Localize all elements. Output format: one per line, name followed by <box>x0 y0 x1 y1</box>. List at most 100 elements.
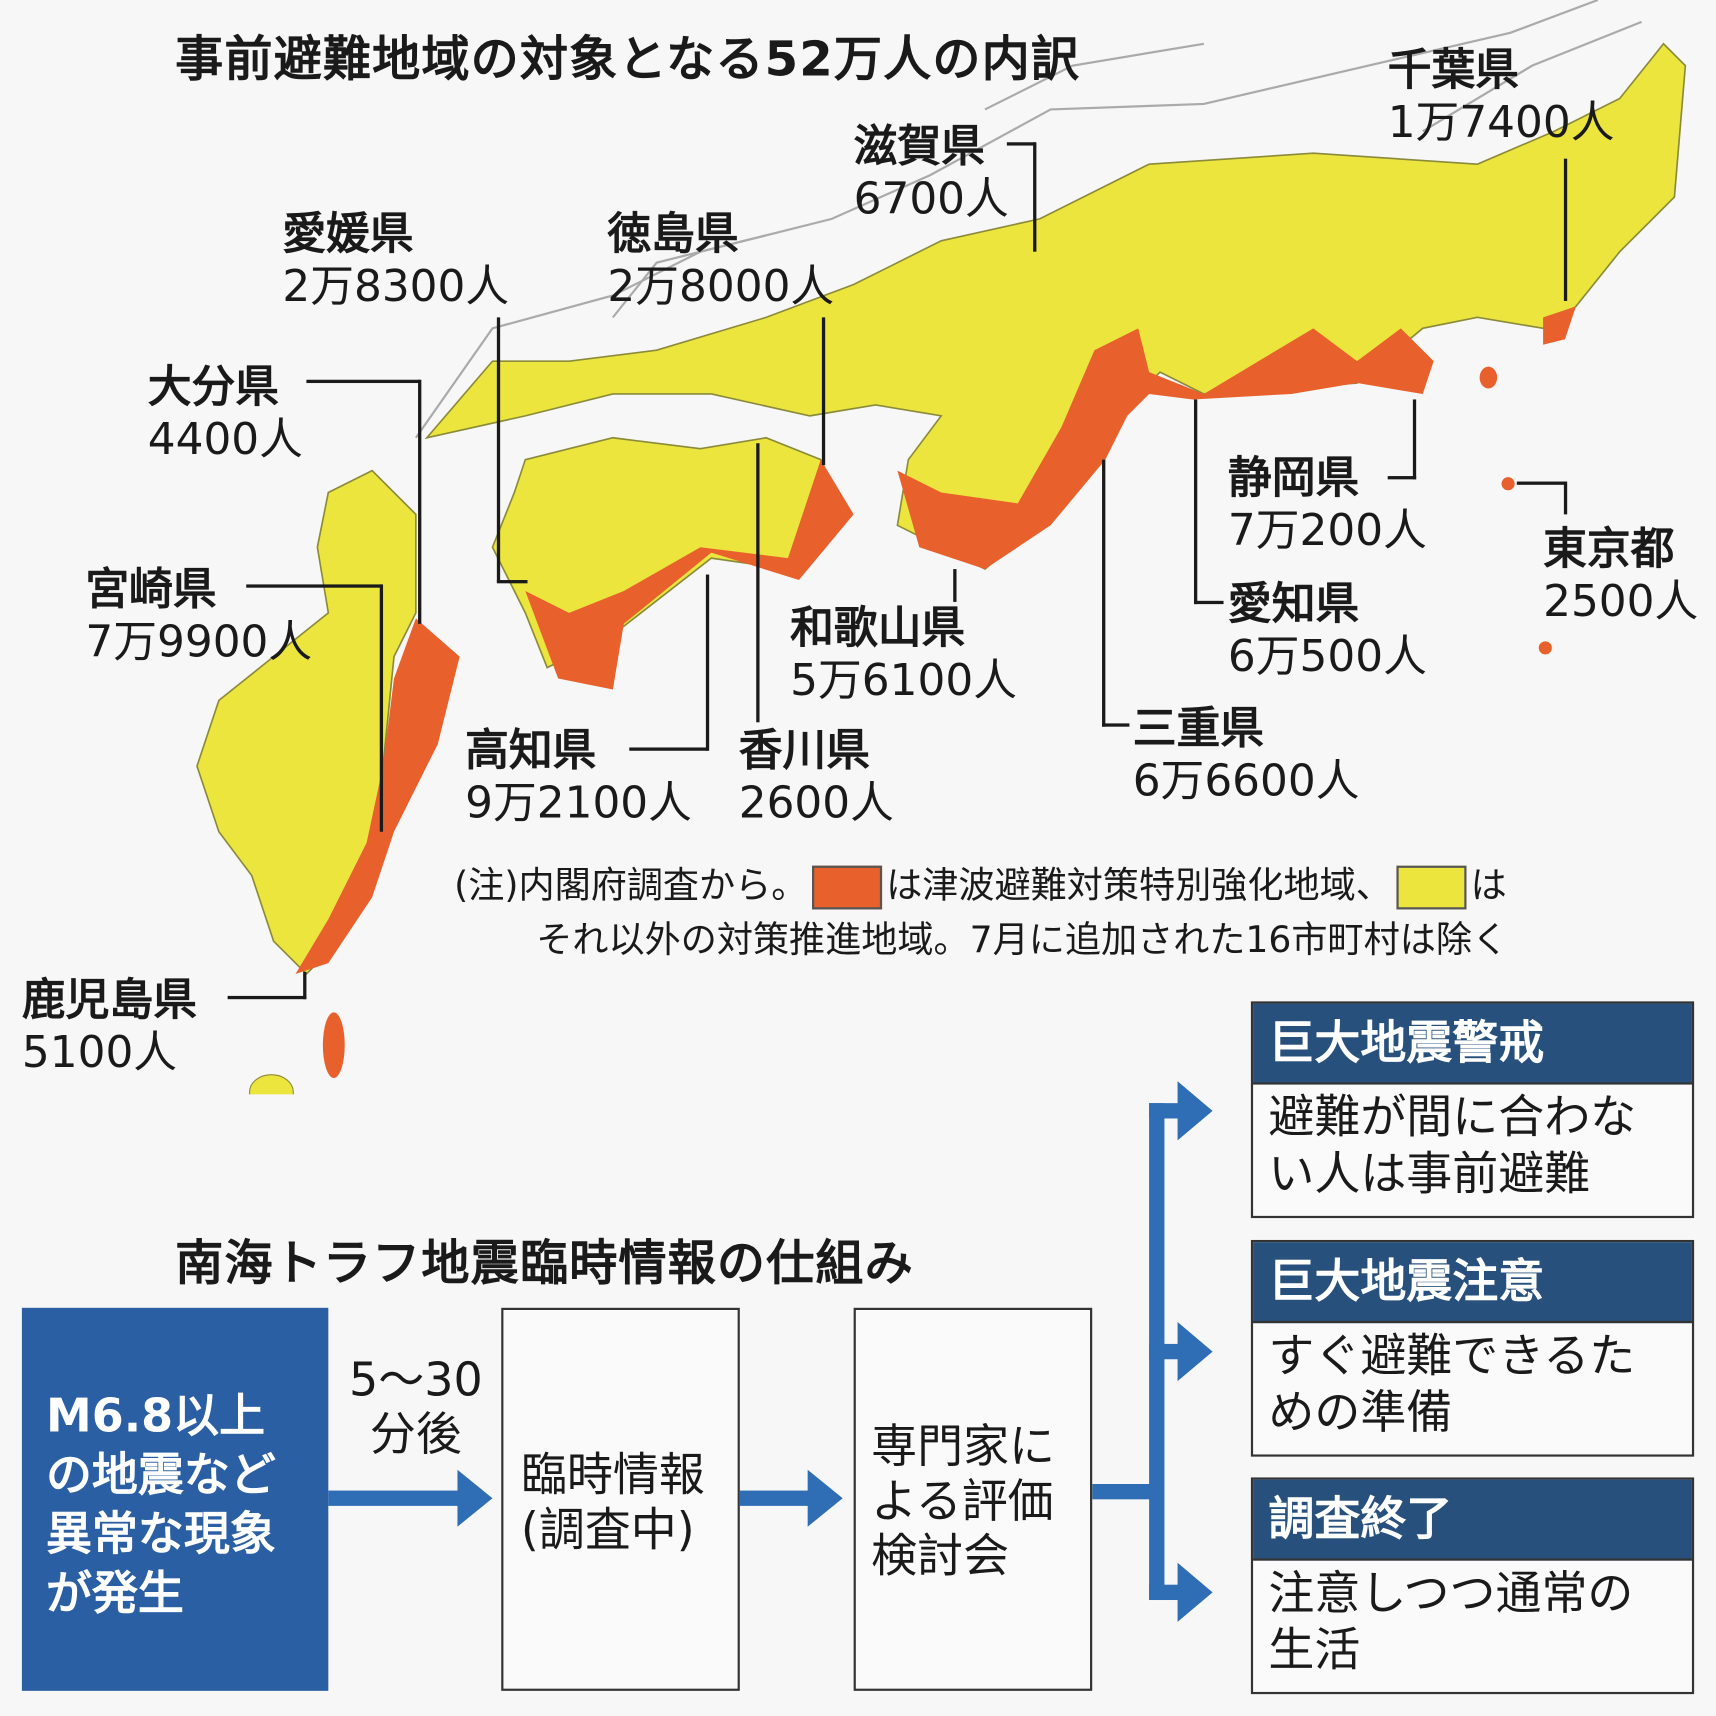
leader-line <box>1193 600 1224 605</box>
note-text: は津波避難対策特別強化地域、 <box>886 863 1392 907</box>
leader-line <box>418 379 422 624</box>
outcome-text: い人は事前避難 <box>1268 1146 1591 1201</box>
leader-line <box>1102 459 1106 727</box>
label-aichi: 愛知県 6万500人 <box>1228 578 1427 683</box>
leader-line <box>496 580 528 584</box>
legend-special-swatch <box>811 865 882 909</box>
step-text: 専門家に <box>871 1419 1056 1474</box>
label-miyazaki: 宮崎県 7万9900人 <box>85 564 312 669</box>
prefecture-borders <box>414 0 1643 439</box>
note-text: は <box>1470 863 1507 907</box>
delay-text: 分後 <box>369 1407 462 1462</box>
pref-count: 2万8000人 <box>607 261 835 312</box>
arrow-right-icon <box>1177 1322 1213 1382</box>
pref-count: 6万6600人 <box>1132 756 1360 807</box>
pref-name: 千葉県 <box>1387 44 1520 96</box>
honshu-special-zone <box>897 328 1434 570</box>
leader-line <box>1563 158 1568 301</box>
outcome-investigation-ended: 調査終了 注意しつつ通常の 生活 <box>1250 1477 1695 1695</box>
connector <box>1092 1484 1161 1500</box>
outcome-megaquake-warning: 巨大地震警戒 避難が間に合わな い人は事前避難 <box>1250 1001 1695 1219</box>
leader-line <box>1102 723 1130 727</box>
leader-line <box>629 747 709 751</box>
step-text: 臨時情報 <box>520 1447 705 1502</box>
pref-count: 7万9900人 <box>85 617 313 668</box>
leader-line <box>953 569 957 602</box>
label-kochi: 高知県 9万2100人 <box>465 724 692 829</box>
leader-line <box>1563 481 1568 515</box>
delay-text: 5〜30 <box>349 1352 483 1407</box>
pref-count: 4400人 <box>147 414 303 466</box>
yakushima <box>248 1074 294 1095</box>
outcome-text: 生活 <box>1268 1622 1361 1677</box>
label-tokushima: 徳島県 2万8000人 <box>607 208 834 313</box>
leader-line <box>756 443 760 723</box>
flow-arrows <box>328 1081 1213 1622</box>
izu-islands <box>1501 477 1515 491</box>
kyushu-promotion-zone <box>196 469 417 976</box>
outcome-text: すぐ避難できるた <box>1268 1328 1636 1383</box>
leader-line <box>1006 142 1036 146</box>
leader-line <box>303 971 307 1000</box>
pref-count: 1万7400人 <box>1387 97 1615 148</box>
arrow-shaft <box>739 1490 810 1506</box>
label-kagoshima: 鹿児島県 5100人 <box>22 974 197 1079</box>
tanegashima <box>322 1012 345 1078</box>
pref-name: 愛媛県 <box>282 209 414 260</box>
connector <box>1149 1584 1182 1601</box>
leader-line <box>496 317 501 583</box>
leader-line <box>1193 399 1198 605</box>
label-shiga: 滋賀県 6700人 <box>854 120 1009 225</box>
leader-line <box>1387 476 1417 480</box>
delay-label: 5〜30 分後 <box>348 1353 484 1462</box>
note-line2: それ以外の対策推進地域。7月に追加された16市町村は除く <box>536 918 1509 961</box>
pref-count: 2600人 <box>738 778 894 829</box>
shikoku-special-zone <box>525 459 854 690</box>
map-title: 事前避難地域の対象となる52万人の内訳 <box>175 31 1081 88</box>
trigger-text: の地震など <box>45 1447 276 1502</box>
pref-name: 三重県 <box>1132 703 1265 755</box>
arrow-right-icon <box>807 1469 843 1527</box>
outcome-header: 調査終了 <box>1253 1479 1692 1561</box>
step-text: (調査中) <box>520 1502 695 1557</box>
izu-islands <box>1479 366 1498 389</box>
pref-count: 7万200人 <box>1227 505 1427 556</box>
pref-name: 滋賀県 <box>853 121 985 172</box>
leader-line <box>306 379 421 384</box>
trigger-text: M6.8以上 <box>45 1388 266 1443</box>
outcome-text: めの準備 <box>1268 1385 1453 1440</box>
kyushu-special-zone <box>295 618 460 975</box>
outcome-megaquake-advisory: 巨大地震注意 すぐ避難できるた めの準備 <box>1250 1239 1695 1457</box>
pref-count: 2万8300人 <box>282 261 510 312</box>
provisional-info-box: 臨時情報 (調査中) <box>501 1307 740 1691</box>
map <box>196 0 1687 1095</box>
label-wakayama: 和歌山県 5万6100人 <box>790 602 1017 707</box>
arrow-right-icon <box>1177 1562 1213 1622</box>
leader-line <box>821 317 826 466</box>
step-text: よる評価 <box>871 1474 1054 1528</box>
connector <box>1149 1343 1182 1360</box>
pref-name: 和歌山県 <box>790 603 966 654</box>
flow-title: 南海トラフ地震臨時情報の仕組み <box>175 1235 914 1292</box>
pref-name: 徳島県 <box>607 209 739 260</box>
pref-name: 愛知県 <box>1227 578 1360 630</box>
pref-count: 9万2100人 <box>465 778 692 829</box>
pref-count: 2500人 <box>1543 576 1699 628</box>
pref-count: 6万500人 <box>1227 631 1427 682</box>
connector <box>1149 1103 1182 1119</box>
leader-line <box>227 995 307 1000</box>
pref-count: 5万6100人 <box>790 655 1017 706</box>
pref-name: 静岡県 <box>1227 453 1360 504</box>
outcome-header: 巨大地震警戒 <box>1253 1003 1692 1085</box>
pref-name: 鹿児島県 <box>21 975 197 1026</box>
pref-name: 香川県 <box>738 725 871 776</box>
outcome-text: 注意しつつ通常の <box>1268 1566 1634 1620</box>
leader-line <box>705 574 710 751</box>
arrow-shaft <box>328 1490 460 1506</box>
chiba-special-zone <box>1543 306 1576 345</box>
label-tokyo: 東京都 2500人 <box>1543 523 1698 628</box>
pref-name: 宮崎県 <box>85 564 217 616</box>
legend-promotion-swatch <box>1396 865 1467 909</box>
pref-name: 高知県 <box>465 725 597 776</box>
